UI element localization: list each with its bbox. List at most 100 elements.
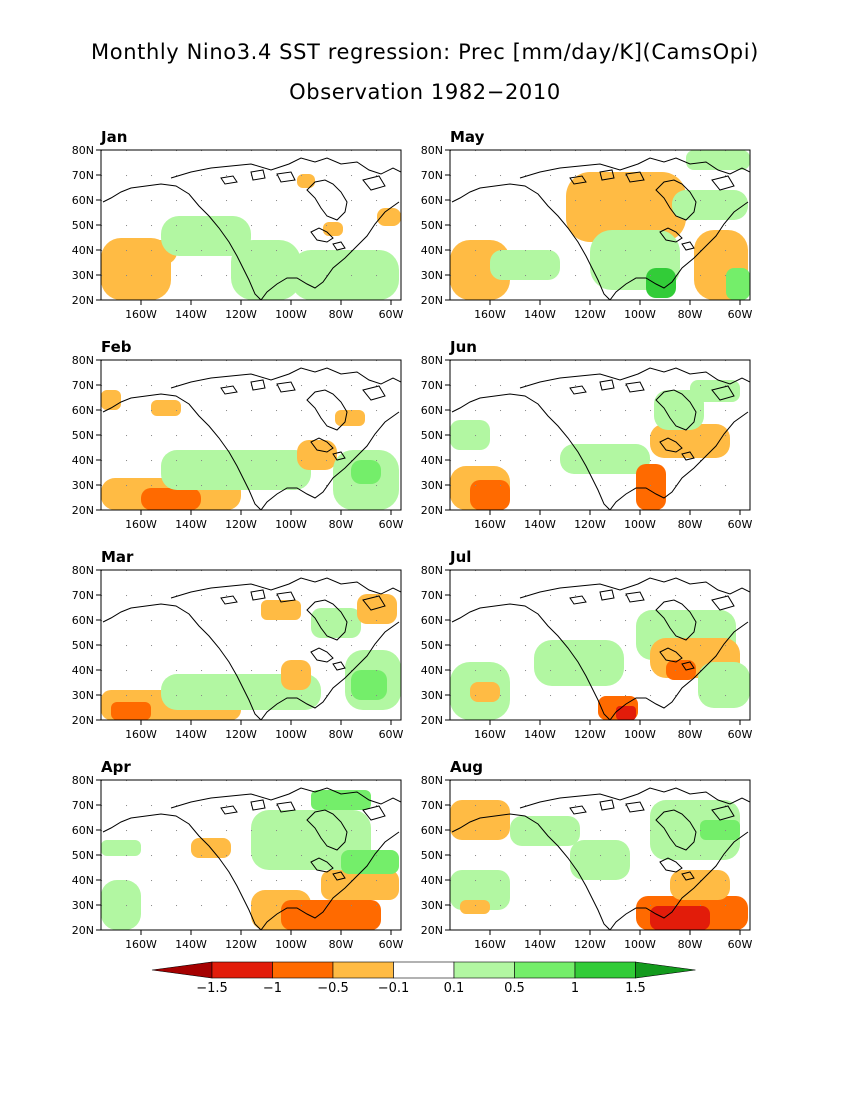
coastline xyxy=(260,411,400,510)
lat-tick-label: 20N xyxy=(72,924,94,937)
colorbar-label: 0.5 xyxy=(504,981,525,996)
hudson-bay-outline xyxy=(655,809,697,851)
lon-tick-label: 60W xyxy=(728,308,753,321)
lat-tick-label: 80N xyxy=(421,564,443,577)
colorbar-label: 0.1 xyxy=(444,981,465,996)
lat-tick-label: 70N xyxy=(421,379,443,392)
lon-tick-label: 80W xyxy=(329,308,354,321)
map-panel-mar: Mar 20N 30N 40N 50N 60N 70N 80N 160W 140W 120W 100W… xyxy=(72,548,404,741)
lat-tick-label: 20N xyxy=(72,504,94,517)
lat-tick-label: 50N xyxy=(72,849,94,862)
coastline xyxy=(609,411,749,510)
lat-tick-label: 40N xyxy=(72,244,94,257)
lon-tick-label: 100W xyxy=(275,938,307,951)
lon-tick-label: 80W xyxy=(678,728,703,741)
colorbar-label: −0.1 xyxy=(378,981,410,996)
anomaly-field xyxy=(101,780,401,930)
lat-tick-label: 30N xyxy=(72,689,94,702)
anomaly-field xyxy=(101,570,401,720)
lat-tick-label: 50N xyxy=(421,219,443,232)
lon-tick-label: 100W xyxy=(275,728,307,741)
lon-tick-label: 160W xyxy=(474,938,506,951)
map-panel-apr: Apr 20N 30N 40N 50N 60N 70N 80N 160W 140W 120W 100W… xyxy=(72,758,404,951)
lat-tick-label: 40N xyxy=(421,874,443,887)
coastline xyxy=(519,157,750,179)
coastline xyxy=(569,799,735,821)
lat-tick-label: 30N xyxy=(72,269,94,282)
coastline xyxy=(519,787,750,809)
coastline xyxy=(220,169,386,191)
lat-tick-label: 70N xyxy=(72,799,94,812)
lon-tick-label: 100W xyxy=(624,728,656,741)
lon-tick-label: 140W xyxy=(175,728,207,741)
lat-tick-label: 40N xyxy=(421,454,443,467)
lon-tick-label: 160W xyxy=(125,938,157,951)
lat-tick-label: 40N xyxy=(421,664,443,677)
lon-tick-label: 140W xyxy=(524,728,556,741)
lon-tick-label: 160W xyxy=(125,728,157,741)
colorbar-segment xyxy=(211,961,273,979)
lon-tick-label: 120W xyxy=(225,938,257,951)
lat-tick-label: 70N xyxy=(421,169,443,182)
lon-tick-label: 120W xyxy=(574,518,606,531)
lon-tick-label: 140W xyxy=(524,938,556,951)
lat-tick-label: 60N xyxy=(421,824,443,837)
lat-tick-label: 40N xyxy=(72,664,94,677)
coastline xyxy=(451,393,611,510)
lon-tick-label: 60W xyxy=(379,728,404,741)
month-label: Aug xyxy=(450,758,483,776)
lon-tick-label: 60W xyxy=(728,728,753,741)
coastline xyxy=(609,831,749,930)
lon-tick-label: 80W xyxy=(329,938,354,951)
lat-tick-label: 80N xyxy=(72,144,94,157)
great-lakes-outline xyxy=(310,437,346,461)
coastline xyxy=(220,379,386,401)
anomaly-field xyxy=(450,360,750,510)
lon-tick-label: 60W xyxy=(728,938,753,951)
lat-tick-label: 20N xyxy=(72,294,94,307)
map-panel-may: May 20N 30N 40N 50N 60N 70N 80N 160W 140W 120W 100W… xyxy=(421,128,753,321)
great-lakes-outline xyxy=(659,437,695,461)
anomaly-field xyxy=(450,570,750,720)
lon-tick-label: 120W xyxy=(225,728,257,741)
lon-tick-label: 80W xyxy=(678,518,703,531)
coastline xyxy=(451,183,611,300)
map-panel-jan: Jan 20N 30N 40N 50N 60N 70N 80N 160W 140W 120W 100W… xyxy=(72,128,404,321)
colorbar-label: −1 xyxy=(263,981,282,996)
coastline xyxy=(170,577,401,599)
month-label: Jun xyxy=(449,338,477,356)
map-panel-aug: Aug 20N 30N 40N 50N 60N 70N 80N 160W 140W 120W 100W… xyxy=(421,758,753,951)
colorbar-label: −0.5 xyxy=(317,981,349,996)
lat-tick-label: 60N xyxy=(421,404,443,417)
month-label: Apr xyxy=(101,758,131,776)
lon-tick-label: 160W xyxy=(474,728,506,741)
lat-tick-label: 30N xyxy=(421,269,443,282)
lon-tick-label: 140W xyxy=(175,518,207,531)
lat-tick-label: 20N xyxy=(72,714,94,727)
coastline xyxy=(102,393,262,510)
coastline xyxy=(260,831,400,930)
anomaly-field xyxy=(101,150,401,300)
lat-tick-label: 80N xyxy=(72,774,94,787)
lon-tick-label: 120W xyxy=(574,308,606,321)
lon-tick-label: 160W xyxy=(474,518,506,531)
lat-tick-label: 80N xyxy=(72,564,94,577)
lon-tick-label: 160W xyxy=(474,308,506,321)
lon-tick-label: 60W xyxy=(728,518,753,531)
coastline xyxy=(569,379,735,401)
colorbar: −1.5 −1 −0.5 −0.1 0.1 0.5 1 1.5 xyxy=(151,961,696,996)
lat-tick-label: 70N xyxy=(72,589,94,602)
lon-tick-label: 100W xyxy=(624,518,656,531)
lat-tick-label: 30N xyxy=(72,479,94,492)
coastline xyxy=(170,367,401,389)
lon-tick-label: 120W xyxy=(225,518,257,531)
colorbar-segment xyxy=(514,961,576,979)
coastline xyxy=(451,603,611,720)
lat-tick-label: 20N xyxy=(421,924,443,937)
month-label: Jul xyxy=(449,548,471,566)
colorbar-label: 1.5 xyxy=(625,981,646,996)
lon-tick-label: 60W xyxy=(379,518,404,531)
lat-tick-label: 60N xyxy=(421,194,443,207)
lat-tick-label: 60N xyxy=(72,824,94,837)
